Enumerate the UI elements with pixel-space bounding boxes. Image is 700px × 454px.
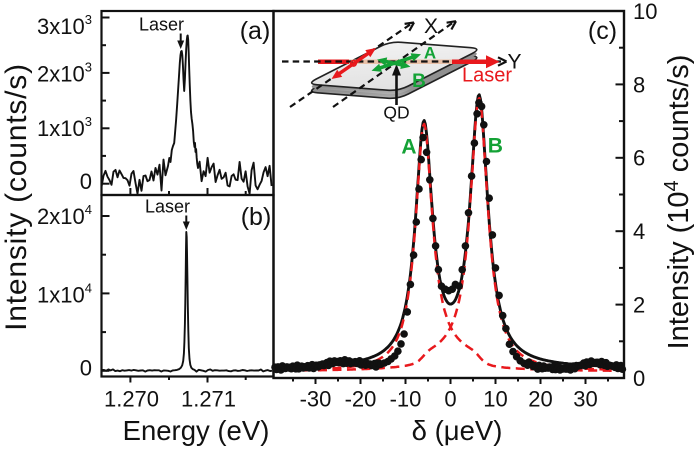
svg-text:(b): (b) [241,203,272,231]
svg-text:0: 0 [80,169,92,194]
svg-text:Y: Y [507,51,521,74]
svg-text:10: 10 [633,0,657,24]
svg-text:QD: QD [383,103,409,123]
svg-text:-10: -10 [390,387,422,412]
svg-text:Energy (eV): Energy (eV) [123,415,270,446]
svg-text:Intensity (counts/s): Intensity (counts/s) [0,63,33,331]
svg-text:1.270: 1.270 [104,387,159,412]
svg-text:Laser: Laser [462,64,512,86]
svg-text:1x103: 1x103 [37,114,92,141]
svg-text:0: 0 [444,387,456,412]
svg-text:(a): (a) [240,17,271,45]
svg-text:6: 6 [633,146,645,171]
svg-text:0: 0 [633,366,645,391]
svg-text:3x103: 3x103 [37,12,92,39]
svg-text:0: 0 [80,356,92,381]
svg-text:-20: -20 [345,387,377,412]
svg-text:2: 2 [633,293,645,318]
svg-text:X: X [424,15,438,38]
svg-text:10: 10 [483,387,507,412]
svg-text:1x104: 1x104 [37,280,92,307]
svg-text:A: A [401,136,416,159]
svg-text:30: 30 [573,387,597,412]
svg-text:A: A [424,43,436,62]
svg-text:-30: -30 [300,387,332,412]
svg-text:Laser: Laser [139,15,184,35]
svg-text:δ (μeV): δ (μeV) [412,415,503,446]
svg-text:Intensity (104 counts/s): Intensity (104 counts/s) [661,55,695,350]
svg-text:B: B [412,71,426,92]
svg-text:1.271: 1.271 [181,387,236,412]
svg-text:8: 8 [633,72,645,97]
svg-text:4: 4 [633,219,645,244]
svg-text:Laser: Laser [145,197,190,217]
svg-text:B: B [488,135,503,158]
svg-text:2x104: 2x104 [37,202,92,229]
svg-text:(c): (c) [588,17,617,45]
svg-text:2x103: 2x103 [37,59,92,86]
svg-text:20: 20 [528,387,552,412]
